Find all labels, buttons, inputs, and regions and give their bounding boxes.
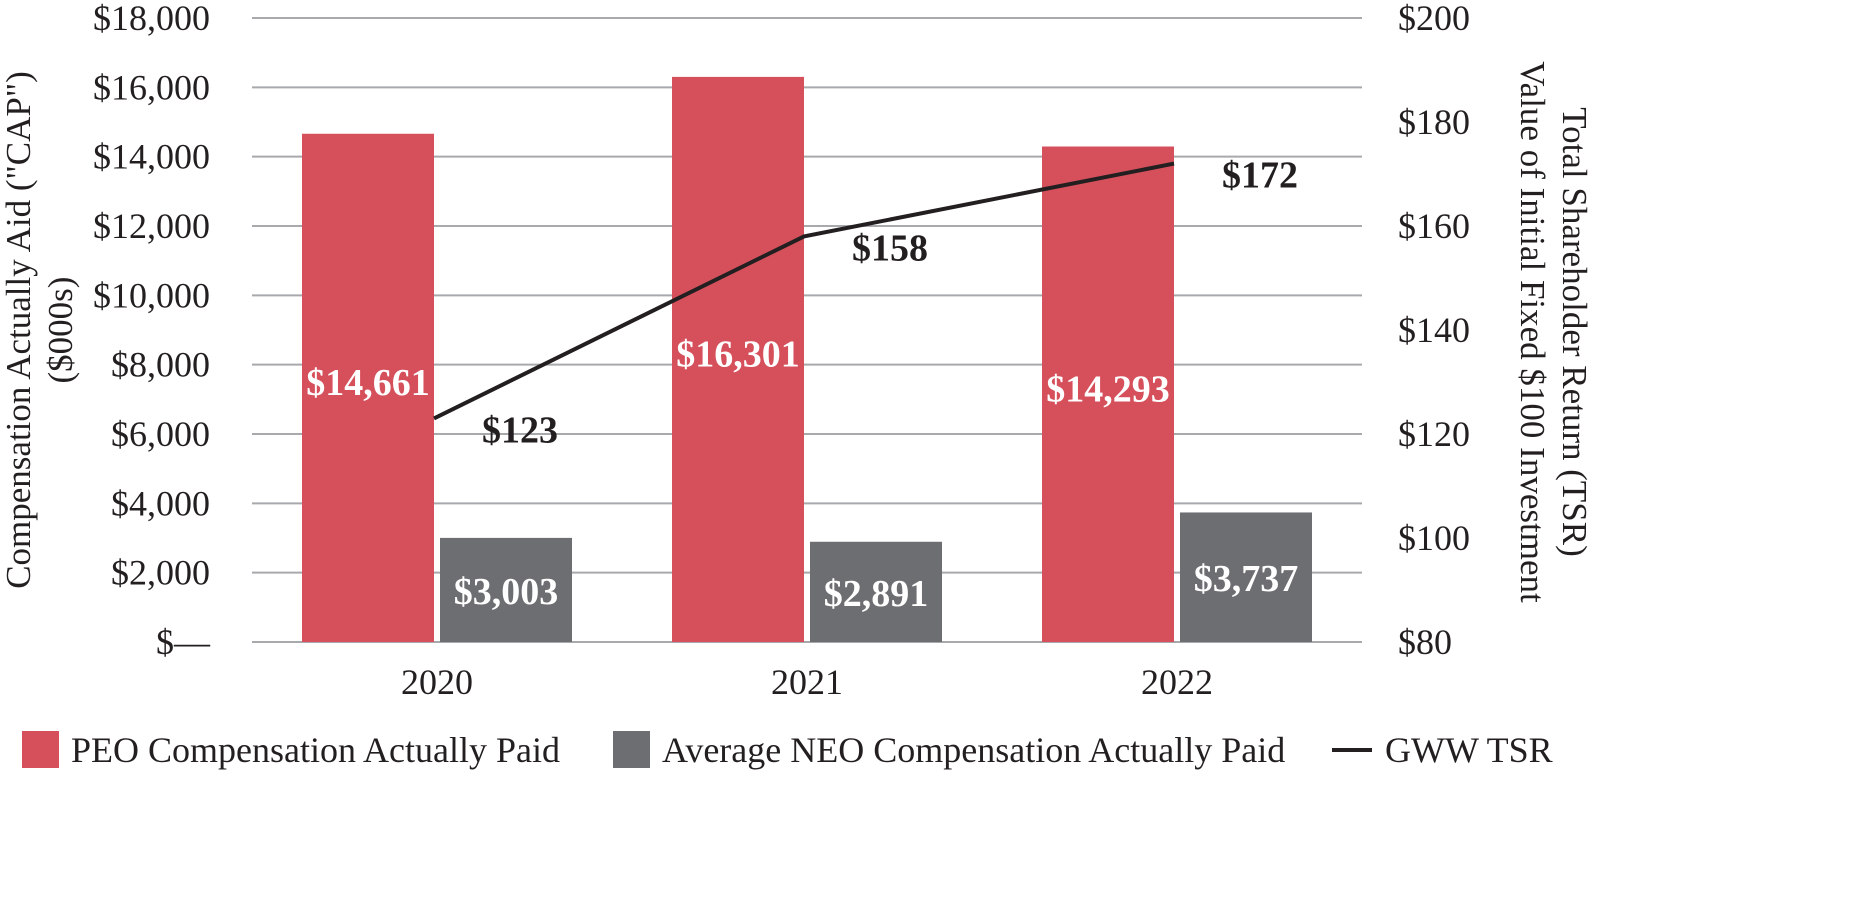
y2-axis-title: Total Shareholder Return (TSR)Value of I… <box>1513 61 1594 603</box>
y2-tick-label: $80 <box>1398 622 1452 662</box>
legend-label: Average NEO Compensation Actually Paid <box>662 730 1285 770</box>
peo-bar-label: $14,293 <box>1046 368 1170 410</box>
legend-swatch-peo <box>22 731 59 768</box>
y2-tick-label: $140 <box>1398 310 1470 350</box>
x-tick-label: 2022 <box>1141 662 1213 702</box>
tsr-point-label: $172 <box>1222 155 1298 197</box>
legend: PEO Compensation Actually Paid Average NE… <box>22 730 1553 770</box>
tsr-point-label: $158 <box>852 227 928 269</box>
y-tick-label: $12,000 <box>93 206 210 246</box>
gridlines <box>252 17 1362 643</box>
legend-label: GWW TSR <box>1385 730 1553 770</box>
legend-swatch-neo <box>613 731 650 768</box>
y-tick-label: $8,000 <box>111 345 210 385</box>
peo-bar-label: $14,661 <box>306 362 430 404</box>
y-tick-label: $18,000 <box>93 0 210 38</box>
neo-bar-label: $2,891 <box>824 573 929 615</box>
y2-tick-label: $120 <box>1398 414 1470 454</box>
x-tick-label: 2021 <box>771 662 843 702</box>
y2-tick-label: $180 <box>1398 102 1470 142</box>
neo-bar-label: $3,003 <box>454 571 559 613</box>
y-tick-label: $16,000 <box>93 67 210 107</box>
y2-tick-label: $200 <box>1398 0 1470 38</box>
tsr-line <box>433 161 1175 421</box>
peo-bar <box>672 76 804 642</box>
y2-tick-label: $160 <box>1398 206 1470 246</box>
tsr-line-group: $123 $158 $172 <box>433 155 1298 451</box>
y-axis-title: Compensation Actually Aid ("CAP")($000s) <box>0 71 80 589</box>
peo-bar <box>302 133 434 642</box>
y2-tick-label: $100 <box>1398 518 1470 558</box>
y-tick-label: $6,000 <box>111 414 210 454</box>
y-tick-label: $2,000 <box>111 553 210 593</box>
y-tick-label: $4,000 <box>111 483 210 523</box>
neo-bar <box>1180 512 1312 642</box>
peo-bar <box>1042 146 1174 642</box>
y-tick-label: $10,000 <box>93 275 210 315</box>
legend-label: PEO Compensation Actually Paid <box>71 730 560 770</box>
x-tick-label: 2020 <box>401 662 473 702</box>
y-tick-label: $14,000 <box>93 137 210 177</box>
axes: $— $2,000 $4,000 $6,000 $8,000 $10,000 $12,000… <box>0 0 1594 702</box>
neo-bar-label: $3,737 <box>1194 558 1299 600</box>
tsr-point-label: $123 <box>482 409 558 451</box>
neo-bar <box>810 541 942 642</box>
neo-bar <box>440 537 572 642</box>
peo-bar-label: $16,301 <box>676 333 800 375</box>
y-tick-label: $— <box>156 622 211 662</box>
bars: $14,661 $3,003 $16,301 $2,891 $14,293 $3,737 <box>302 76 1312 642</box>
